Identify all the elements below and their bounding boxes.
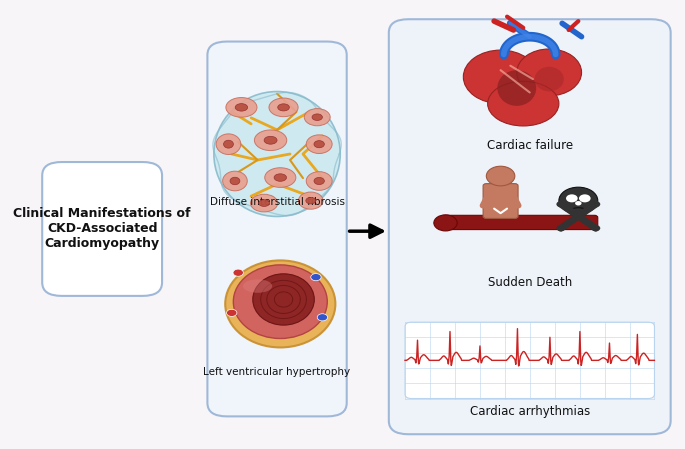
Ellipse shape bbox=[223, 171, 247, 191]
Ellipse shape bbox=[497, 70, 536, 106]
Circle shape bbox=[591, 225, 600, 231]
Circle shape bbox=[566, 194, 577, 202]
FancyBboxPatch shape bbox=[405, 322, 654, 399]
Ellipse shape bbox=[306, 172, 332, 190]
Ellipse shape bbox=[234, 265, 327, 339]
Text: Cardiac arrhythmias: Cardiac arrhythmias bbox=[470, 405, 590, 418]
Circle shape bbox=[233, 269, 243, 276]
Circle shape bbox=[311, 273, 321, 281]
Ellipse shape bbox=[254, 130, 287, 150]
Ellipse shape bbox=[243, 279, 272, 293]
Circle shape bbox=[556, 201, 565, 207]
Text: Left ventricular hypertrophy: Left ventricular hypertrophy bbox=[203, 367, 351, 377]
Ellipse shape bbox=[225, 260, 336, 348]
Circle shape bbox=[434, 215, 457, 231]
Text: Sudden Death: Sudden Death bbox=[488, 276, 572, 289]
Ellipse shape bbox=[488, 81, 559, 126]
Ellipse shape bbox=[251, 194, 277, 212]
Ellipse shape bbox=[269, 98, 298, 117]
Ellipse shape bbox=[277, 104, 289, 111]
Ellipse shape bbox=[223, 140, 234, 148]
Ellipse shape bbox=[463, 50, 538, 104]
Ellipse shape bbox=[230, 177, 240, 185]
Text: Cardiac failure: Cardiac failure bbox=[486, 139, 573, 152]
Ellipse shape bbox=[253, 274, 314, 325]
FancyBboxPatch shape bbox=[443, 216, 598, 229]
Ellipse shape bbox=[299, 192, 323, 209]
Ellipse shape bbox=[274, 174, 286, 181]
Text: Clinical Manifestations of
CKD-Associated
Cardiomyopathy: Clinical Manifestations of CKD-Associate… bbox=[14, 207, 191, 251]
Circle shape bbox=[317, 314, 327, 321]
Ellipse shape bbox=[306, 198, 316, 204]
Ellipse shape bbox=[306, 135, 332, 154]
Circle shape bbox=[486, 166, 515, 186]
Text: Diffuse interstitial fibrosis: Diffuse interstitial fibrosis bbox=[210, 197, 345, 207]
FancyBboxPatch shape bbox=[483, 184, 518, 218]
Ellipse shape bbox=[235, 104, 248, 111]
Circle shape bbox=[227, 309, 237, 317]
FancyBboxPatch shape bbox=[389, 19, 671, 434]
Ellipse shape bbox=[214, 92, 340, 216]
Circle shape bbox=[559, 187, 598, 214]
Ellipse shape bbox=[259, 200, 269, 207]
Ellipse shape bbox=[226, 97, 257, 117]
FancyBboxPatch shape bbox=[42, 162, 162, 296]
Circle shape bbox=[556, 225, 565, 231]
Circle shape bbox=[591, 201, 600, 207]
Ellipse shape bbox=[216, 134, 241, 154]
Ellipse shape bbox=[569, 208, 588, 216]
Circle shape bbox=[579, 194, 590, 202]
Ellipse shape bbox=[264, 168, 296, 187]
Circle shape bbox=[575, 201, 582, 206]
Ellipse shape bbox=[314, 141, 325, 148]
Ellipse shape bbox=[516, 49, 582, 96]
Ellipse shape bbox=[314, 177, 325, 185]
Ellipse shape bbox=[534, 67, 564, 91]
FancyBboxPatch shape bbox=[208, 42, 347, 416]
Ellipse shape bbox=[312, 114, 323, 120]
Ellipse shape bbox=[264, 136, 277, 144]
Ellipse shape bbox=[304, 109, 330, 126]
